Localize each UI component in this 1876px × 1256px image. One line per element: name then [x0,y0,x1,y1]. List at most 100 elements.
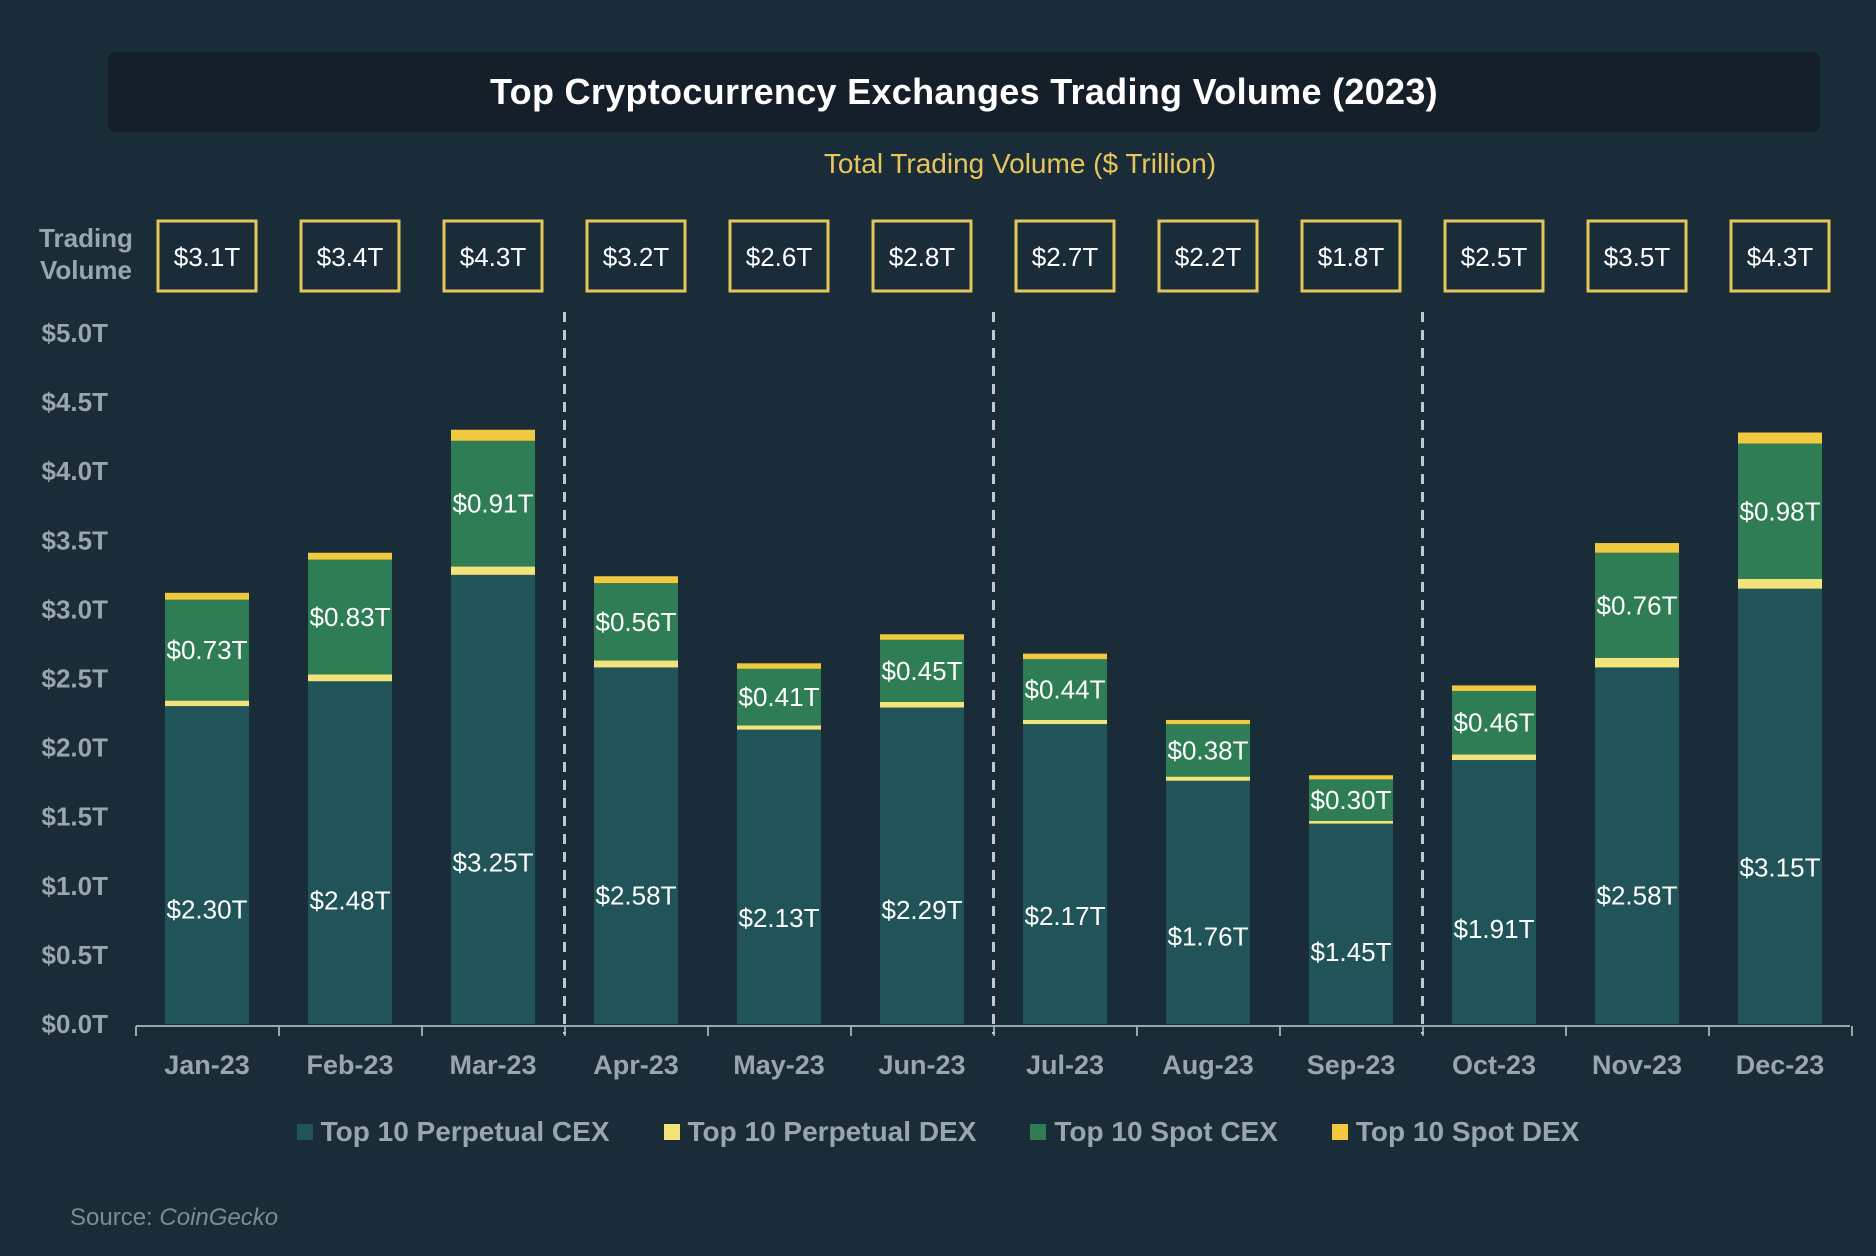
total-volume-label: $4.3T [1747,242,1814,272]
legend-label-perpetual-cex: Top 10 Perpetual CEX [320,1116,610,1147]
y-tick-label: $4.0T [42,456,109,486]
bar-segment-top-10-spot-dex [880,634,964,640]
legend-swatch-perpetual-dex [663,1124,680,1140]
legend-swatch-spot-dex [1331,1124,1348,1140]
bar-segment-top-10-perpetual-cex [165,706,249,1024]
bar-segment-top-10-spot-dex [1166,719,1250,725]
chart-title: Top Cryptocurrency Exchanges Trading Vol… [490,71,1438,112]
legend-label-perpetual-dex: Top 10 Perpetual DEX [687,1116,977,1147]
bar-segment-top-10-spot-cex [1595,552,1679,658]
bar-segment-top-10-perpetual-dex [1166,776,1250,781]
legend-item-perpetual-cex: Top 10 Perpetual CEX [296,1116,610,1148]
total-volume-label: $2.5T [1461,242,1528,272]
bar-segment-top-10-perpetual-cex [1738,588,1822,1024]
bar-segment-top-10-perpetual-cex [308,681,392,1024]
x-tick-label: Mar-23 [449,1050,536,1080]
total-volume-box [1300,219,1402,293]
total-volume-box [1729,219,1831,293]
bar-value-label: $2.17T [1025,901,1106,931]
bar-segment-top-10-perpetual-dex [1309,820,1393,824]
bar-segment-top-10-spot-cex [451,440,535,567]
legend-item-spot-cex: Top 10 Spot CEX [1030,1116,1278,1148]
x-tick-label: Oct-23 [1452,1050,1536,1080]
bar-segment-top-10-spot-cex [1023,659,1107,720]
bar-segment-top-10-perpetual-cex [737,729,821,1024]
y-tick-label: $0.0T [42,1009,109,1039]
bar-value-label: $2.30T [167,895,248,925]
total-volume-box [585,219,687,293]
total-volume-label: $2.8T [889,242,956,272]
bar-value-label: $0.98T [1740,496,1821,526]
x-tick-label: Sep-23 [1307,1050,1396,1080]
bar-value-label: $0.91T [453,489,534,519]
bar-segment-top-10-perpetual-cex [1023,724,1107,1024]
bar-value-label: $0.56T [596,607,677,637]
y-tick-label: $1.5T [42,802,109,832]
legend-label-spot-cex: Top 10 Spot CEX [1054,1116,1278,1147]
total-volume-label: $3.4T [317,242,384,272]
bar-segment-top-10-perpetual-cex [1166,780,1250,1024]
x-tick-label: Jun-23 [878,1050,965,1080]
bar-value-label: $0.44T [1025,675,1106,705]
bar-value-label: $2.29T [882,895,963,925]
total-volume-box [156,219,258,293]
bar-segment-top-10-spot-cex [737,668,821,726]
bar-value-label: $0.38T [1168,735,1249,765]
y-tick-label: $3.0T [42,594,109,624]
x-tick-label: May-23 [733,1050,825,1080]
bar-value-label: $2.13T [739,903,820,933]
bar-segment-top-10-perpetual-cex [594,667,678,1024]
y-tick-label: $2.0T [42,733,109,763]
total-volume-label: $1.8T [1318,242,1385,272]
bar-segment-top-10-perpetual-dex [1738,578,1822,589]
bar-value-label: $2.58T [596,881,677,911]
total-volume-box [1443,219,1545,293]
bar-segment-top-10-spot-dex [1595,543,1679,553]
bar-segment-top-10-perpetual-cex [1595,667,1679,1024]
bar-segment-top-10-spot-cex [880,639,964,702]
bar-value-label: $2.58T [1597,881,1678,911]
bar-segment-top-10-spot-cex [165,599,249,701]
bar-value-label: $0.73T [167,635,248,665]
bar-value-label: $0.46T [1454,708,1535,738]
total-volume-box [442,219,544,293]
bar-value-label: $0.76T [1597,590,1678,620]
bar-value-label: $3.15T [1740,852,1821,882]
bar-segment-top-10-perpetual-dex [308,674,392,682]
x-tick-label: Apr-23 [593,1050,679,1080]
bar-segment-top-10-perpetual-cex [1452,760,1536,1024]
total-volume-label: $2.6T [746,242,813,272]
bar-segment-top-10-spot-cex [1738,443,1822,579]
bar-segment-top-10-spot-cex [1166,724,1250,777]
x-tick-label: Aug-23 [1162,1050,1254,1080]
bar-segment-top-10-spot-dex [165,592,249,600]
y-tick-label: $5.0T [42,318,109,348]
side-label-line-1: Trading [39,223,133,253]
bar-value-label: $1.76T [1168,921,1249,951]
bar-segment-top-10-perpetual-dex [1595,657,1679,668]
chart-title-bar: Top Cryptocurrency Exchanges Trading Vol… [108,52,1820,132]
chart-subtitle: Total Trading Volume ($ Trillion) [823,148,1217,179]
x-tick-label: Jan-23 [164,1050,250,1080]
total-volume-label: $3.1T [174,242,241,272]
bar-segment-top-10-spot-dex [308,552,392,560]
legend-swatch-spot-cex [1030,1124,1047,1140]
total-volume-box [1014,219,1116,293]
y-tick-label: $4.5T [42,387,109,417]
legend-label-spot-dex: Top 10 Spot DEX [1355,1116,1580,1147]
bar-segment-top-10-spot-cex [1309,779,1393,821]
bar-segment-top-10-spot-dex [1452,685,1536,691]
bar-segment-top-10-spot-cex [308,559,392,675]
bar-segment-top-10-spot-dex [1309,775,1393,780]
bar-segment-top-10-spot-dex [1023,653,1107,660]
bar-segment-top-10-perpetual-dex [880,701,964,708]
bar-value-label: $0.45T [882,656,963,686]
bar-value-label: $0.30T [1311,785,1392,815]
bar-segment-top-10-perpetual-dex [165,700,249,707]
source-name: CoinGecko [159,1204,279,1231]
bar-segment-top-10-spot-cex [1452,690,1536,755]
total-volume-label: $2.7T [1032,242,1099,272]
bar-segment-top-10-spot-dex [1738,432,1822,444]
bar-segment-top-10-perpetual-dex [737,725,821,730]
y-tick-label: $2.5T [42,664,109,694]
